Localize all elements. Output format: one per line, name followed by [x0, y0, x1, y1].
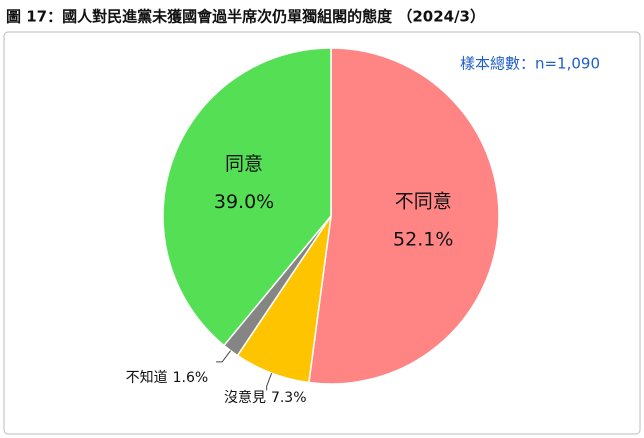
- pie-slice: [308, 47, 500, 385]
- leader-line: [216, 350, 231, 363]
- pie-slice: [162, 47, 332, 347]
- slice-label: 同意: [225, 153, 263, 175]
- outside-label: 沒意見 7.3%: [224, 389, 307, 406]
- outside-label: 不知道 1.6%: [126, 369, 209, 386]
- value-label: 39.0%: [214, 191, 274, 213]
- value-label: 7.3%: [271, 390, 307, 406]
- slice-label: 沒意見: [224, 389, 266, 406]
- value-label: 52.1%: [393, 229, 453, 251]
- slice-label: 不同意: [395, 191, 452, 213]
- sample-note: 樣本總數：n=1,090: [460, 55, 600, 73]
- slice-label: 不知道: [126, 369, 168, 386]
- value-label: 1.6%: [173, 370, 209, 386]
- leader-line: [266, 372, 273, 391]
- chart-title: 圖 17：國人對民進黨未獲國會過半席次仍單獨組閣的態度 （2024/3）: [6, 8, 485, 26]
